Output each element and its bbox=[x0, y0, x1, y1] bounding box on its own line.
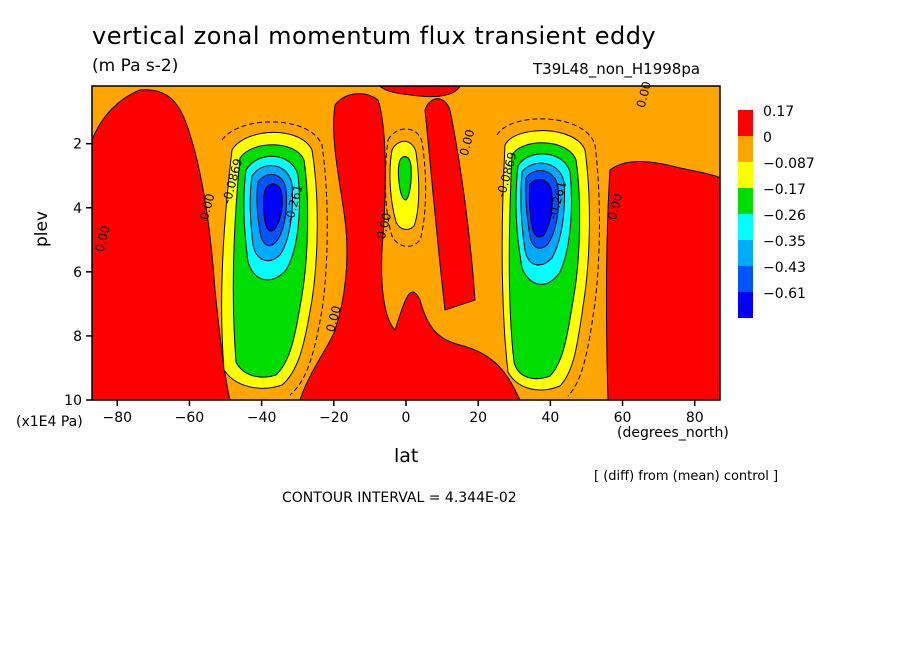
x-tick-label: −40 bbox=[247, 410, 277, 426]
region-positive-center2 bbox=[424, 98, 476, 311]
x-tick-label: 0 bbox=[402, 410, 411, 426]
x-tick-label: 80 bbox=[686, 410, 704, 426]
dashed-contour-equator bbox=[384, 128, 427, 247]
contour-label: 0.00 bbox=[605, 192, 625, 221]
contour-label: 0.00 bbox=[374, 211, 394, 240]
legend-label: −0.61 bbox=[763, 286, 806, 302]
legend-label: 0 bbox=[763, 130, 772, 146]
contour-interval: CONTOUR INTERVAL = 4.344E-02 bbox=[282, 490, 517, 506]
legend-swatch bbox=[738, 266, 753, 292]
x-axis-ticks: −80 −60 −40 −20 0 20 40 60 80 bbox=[102, 400, 704, 426]
contour-label: 0.00 bbox=[323, 304, 343, 333]
y-axis-ticks: 2 4 6 8 10 bbox=[64, 137, 92, 409]
legend-label: −0.35 bbox=[763, 234, 806, 250]
legend-label: −0.17 bbox=[763, 182, 806, 198]
y-tick-label: 4 bbox=[73, 201, 82, 217]
legend-swatch bbox=[738, 240, 753, 266]
legend-swatch bbox=[738, 292, 753, 318]
run-name: T39L48_non_H1998pa bbox=[533, 60, 701, 78]
legend-label: −0.43 bbox=[763, 260, 806, 276]
region-positive-center bbox=[299, 93, 521, 400]
legend-label: 0.17 bbox=[763, 104, 794, 120]
y-axis-units: (x1E4 Pa) bbox=[16, 414, 83, 430]
y-tick-label: 6 bbox=[73, 265, 82, 281]
y-tick-label: 8 bbox=[73, 329, 82, 345]
contour-label: 0.00 bbox=[634, 80, 654, 109]
legend-label: −0.087 bbox=[763, 156, 815, 172]
x-tick-label: 40 bbox=[541, 410, 559, 426]
region-positive-west bbox=[92, 89, 231, 400]
legend-swatch bbox=[738, 162, 753, 188]
x-axis-label: lat bbox=[394, 445, 419, 467]
legend-swatch bbox=[738, 188, 753, 214]
x-tick-label: 60 bbox=[614, 410, 632, 426]
dashed-contour-west-outer bbox=[221, 121, 328, 396]
x-tick-label: −20 bbox=[319, 410, 349, 426]
legend-swatch bbox=[738, 110, 753, 136]
chart-title: vertical zonal momentum flux transient e… bbox=[92, 22, 657, 50]
y-tick-label: 10 bbox=[64, 393, 82, 409]
y-tick-label: 2 bbox=[73, 137, 82, 153]
x-tick-label: 20 bbox=[469, 410, 487, 426]
x-axis-units: (degrees_north) bbox=[617, 425, 729, 441]
lobe-west-core bbox=[262, 183, 283, 232]
legend: 0.17 0 −0.087 −0.17 −0.26 −0.35 −0.43 −0.61 bbox=[738, 104, 815, 318]
contour-label: 0.00 bbox=[92, 224, 112, 253]
legend-swatch bbox=[738, 214, 753, 240]
diff-note: [ (diff) from (mean) control ] bbox=[594, 469, 779, 484]
chart-units: (m Pa s-2) bbox=[92, 56, 179, 76]
legend-swatch bbox=[738, 136, 753, 162]
lobe-east-core bbox=[528, 179, 553, 238]
legend-label: −0.26 bbox=[763, 208, 806, 224]
x-tick-label: −80 bbox=[102, 410, 132, 426]
contour-label: 0.00 bbox=[457, 128, 477, 157]
equator-green bbox=[397, 156, 412, 201]
contour-label: 0.00 bbox=[197, 192, 217, 221]
x-tick-label: −60 bbox=[175, 410, 205, 426]
region-positive-top bbox=[379, 86, 461, 98]
y-axis-label: plev bbox=[32, 210, 52, 247]
dashed-contour-east-outer bbox=[496, 118, 600, 397]
